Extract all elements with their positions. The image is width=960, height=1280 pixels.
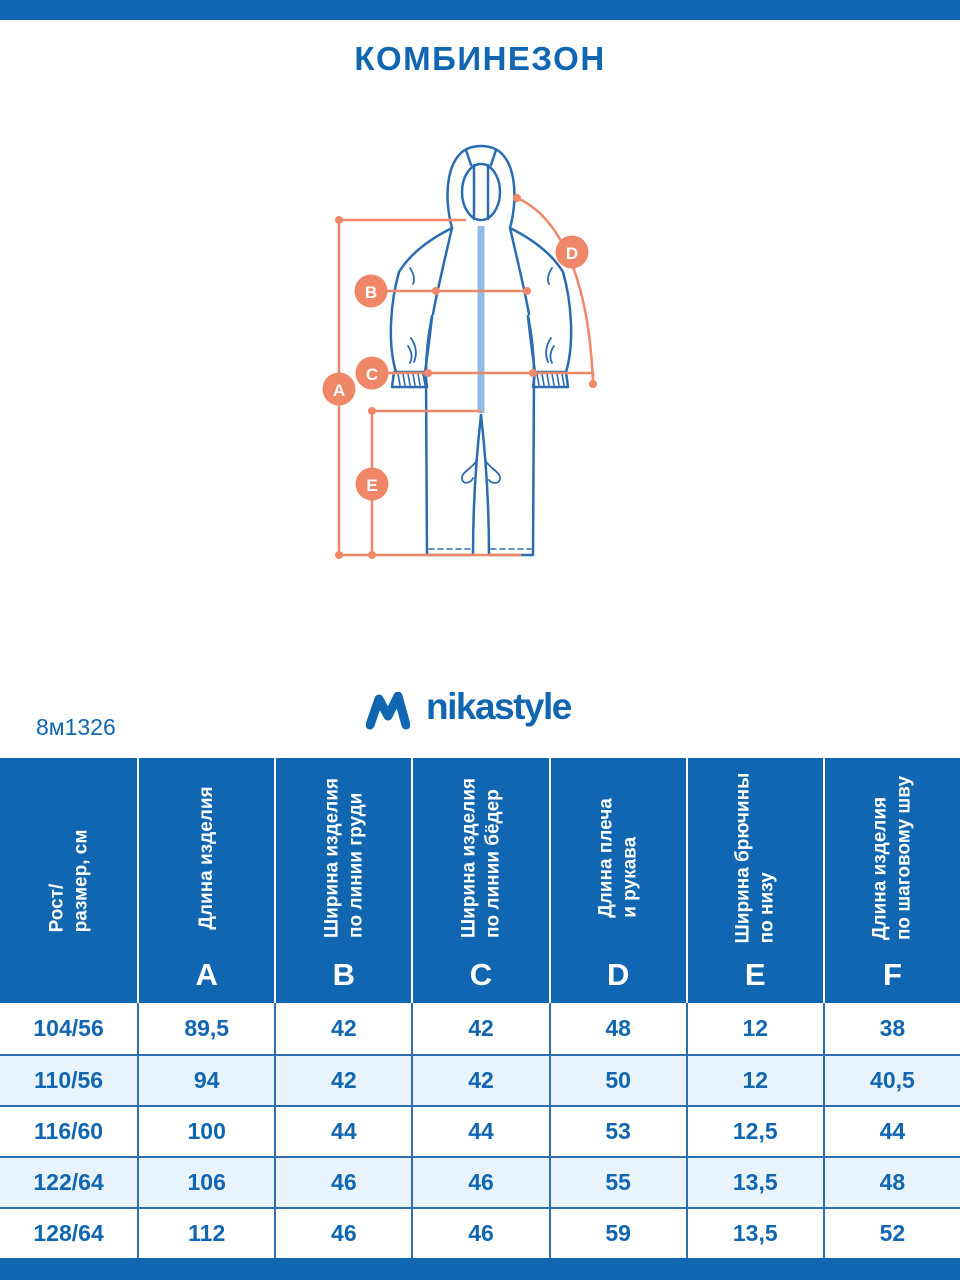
- label-c-circle: [355, 356, 389, 390]
- col-header-b-label: Ширина изделия по линии груди: [321, 777, 366, 938]
- size-cell: 116/60: [34, 1118, 104, 1144]
- bottom-accent-bar: [0, 1258, 960, 1280]
- label-b-circle: [354, 274, 388, 308]
- label-b: B: [365, 283, 377, 302]
- value-cell-b: 46: [274, 1209, 411, 1258]
- label-a: A: [333, 381, 345, 400]
- value-cell-c: 44: [411, 1107, 548, 1156]
- col-header-c: Ширина изделия по линии бёдер C: [411, 758, 548, 1003]
- value-cell-f: 48: [822, 1158, 960, 1207]
- value-cell-c: 46: [411, 1209, 548, 1258]
- col-header-a-letter: A: [195, 957, 218, 992]
- label-e: E: [366, 476, 377, 495]
- value-cell-c: 46: [411, 1158, 548, 1207]
- size-row-116-60: 116/60 100 44 44 53 12,5 44: [0, 1105, 960, 1156]
- col-header-size: Рост/ размер, см: [0, 758, 137, 1003]
- col-header-e: Ширина брючины по низу E: [685, 758, 823, 1003]
- wave-n-logo-icon: [366, 692, 410, 730]
- value-cell-f: 40,5: [822, 1056, 960, 1105]
- value-cell-d: 50: [548, 1056, 686, 1105]
- col-header-c-label: Ширина изделия по линии бёдер: [458, 777, 503, 938]
- product-code: 8м1326: [36, 714, 116, 740]
- top-accent-bar: [0, 0, 960, 20]
- garment-diagram: A B C D E: [322, 144, 597, 559]
- value-cell-e: 12,5: [685, 1107, 823, 1156]
- size-row-104-56: 104/56 89,5 42 42 48 12 38: [0, 1003, 960, 1054]
- page-title: КОМБИНЕЗОН: [354, 40, 606, 77]
- value-cell-b: 46: [274, 1158, 411, 1207]
- label-a-circle: [322, 372, 356, 406]
- value-cell-f: 52: [822, 1209, 960, 1258]
- size-table-header: Рост/ размер, см Длина изделия A Ширина …: [0, 758, 960, 1003]
- col-header-a-label: Длина изделия: [195, 785, 217, 930]
- label-d-circle: [555, 235, 589, 269]
- value-cell-e: 13,5: [685, 1209, 823, 1258]
- col-header-a: Длина изделия A: [137, 758, 274, 1003]
- col-header-d-label: Длина плеча и рукава: [595, 797, 641, 918]
- value-cell-d: 55: [548, 1158, 686, 1207]
- col-header-f-letter: F: [882, 957, 902, 992]
- col-header-c-letter: C: [469, 957, 493, 992]
- value-cell-f: 44: [822, 1107, 960, 1156]
- value-cell-a: 100: [137, 1107, 274, 1156]
- value-cell-b: 42: [274, 1003, 411, 1054]
- value-cell-c: 42: [411, 1003, 548, 1054]
- value-cell-e: 12: [685, 1056, 823, 1105]
- col-header-e-label: Ширина брючины по низу: [732, 772, 778, 943]
- col-header-b: Ширина изделия по линии груди B: [274, 758, 411, 1003]
- label-d: D: [566, 244, 578, 263]
- brand-logo: nikastyle: [366, 686, 572, 730]
- label-e-circle: [355, 467, 389, 501]
- col-header-f-label: Длина изделия по шаговому шву: [869, 775, 915, 940]
- value-cell-d: 48: [548, 1003, 686, 1054]
- value-cell-a: 94: [137, 1056, 274, 1105]
- measurement-labels: A B C D E: [322, 235, 589, 501]
- label-c: C: [366, 365, 378, 384]
- value-cell-a: 89,5: [137, 1003, 274, 1054]
- size-row-128-64: 128/64 112 46 46 59 13,5 52: [0, 1207, 960, 1258]
- value-cell-a: 106: [137, 1158, 274, 1207]
- col-header-d-letter: D: [606, 957, 630, 992]
- value-cell-c: 42: [411, 1056, 548, 1105]
- col-header-size-label: Рост/ размер, см: [45, 829, 91, 932]
- size-row-110-56: 110/56 94 42 42 50 12 40,5: [0, 1054, 960, 1105]
- col-header-e-letter: E: [744, 957, 766, 992]
- garment-outline: [389, 144, 573, 557]
- measurement-dots: [335, 194, 597, 559]
- brand-logo-text: nikastyle: [426, 686, 572, 727]
- value-cell-e: 12: [685, 1003, 823, 1054]
- value-cell-e: 13,5: [685, 1158, 823, 1207]
- value-cell-a: 112: [137, 1209, 274, 1258]
- size-row-122-64: 122/64 106 46 46 55 13,5 48: [0, 1156, 960, 1207]
- value-cell-b: 42: [274, 1056, 411, 1105]
- value-cell-d: 53: [548, 1107, 686, 1156]
- value-cell-f: 38: [822, 1003, 960, 1054]
- value-cell-d: 59: [548, 1209, 686, 1258]
- value-cell-b: 44: [274, 1107, 411, 1156]
- col-header-f: Длина изделия по шаговому шву F: [822, 758, 960, 1003]
- size-cell: 122/64: [33, 1169, 104, 1195]
- size-cell: 110/56: [34, 1067, 104, 1093]
- size-cell: 128/64: [33, 1220, 104, 1246]
- col-header-d: Длина плеча и рукава D: [548, 758, 686, 1003]
- col-header-b-letter: B: [332, 957, 356, 992]
- size-cell: 104/56: [33, 1015, 104, 1041]
- size-table-body: 104/56 89,5 42 42 48 12 38 110/56 94 42 …: [0, 1003, 960, 1258]
- size-table: Рост/ размер, см Длина изделия A Ширина …: [0, 758, 960, 1258]
